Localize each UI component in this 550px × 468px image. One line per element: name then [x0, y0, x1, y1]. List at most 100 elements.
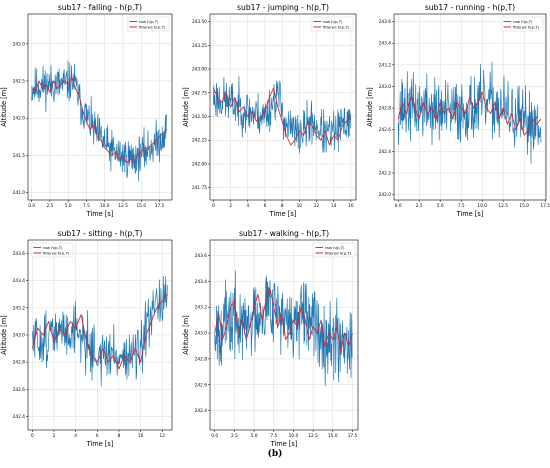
- x-tick-label: 2.5: [416, 203, 423, 209]
- x-tick-label: 4: [74, 433, 77, 439]
- legend: raw h(p,T)filtered h(p,T): [30, 242, 74, 258]
- x-tick-label: 12.5: [118, 203, 128, 209]
- chart-title: sub17 - walking - h(p,T): [239, 229, 329, 238]
- legend: raw h(p,T)filtered h(p,T): [310, 16, 354, 32]
- axes-frame: [393, 13, 547, 201]
- legend-label: raw h(p,T): [513, 19, 533, 24]
- x-tick-label: 5.0: [65, 203, 72, 209]
- x-tick-label: 10.0: [289, 433, 299, 439]
- y-tick-label: 242.6: [379, 127, 392, 133]
- y-tick-label: 242.25: [192, 138, 207, 144]
- x-tick-label: 2.5: [47, 203, 54, 209]
- x-tick-label: 8: [118, 433, 121, 439]
- y-axis-label: Altitude [m]: [0, 87, 8, 126]
- x-tick-label: 7.5: [458, 203, 465, 209]
- raw-series-line: [214, 270, 353, 387]
- chart-panel: 0.0 2.5 5.0 7.5 10.0 12.5 15.0 17.5 242.4 242.6 24…: [182, 229, 359, 448]
- x-tick-label: 12.5: [308, 433, 318, 439]
- chart-title: sub17 - falling - h(p,T): [58, 3, 142, 12]
- chart-title: sub17 - running - h(p,T): [425, 3, 515, 12]
- x-tick-label: 5.0: [437, 203, 444, 209]
- legend-label: raw h(p,T): [325, 245, 345, 250]
- y-tick-label: 242.75: [192, 90, 207, 96]
- y-tick-label: 242.50: [192, 114, 207, 120]
- chart-panel: 0.0 2.5 5.0 7.5 10.0 12.5 15.0 17.5 241.0 241.5 24…: [0, 3, 173, 218]
- x-axis-label: Time [s]: [269, 210, 297, 218]
- x-tick-label: 0.0: [28, 203, 35, 209]
- chart-panel: 0.0 2.5 5.0 7.5 10.0 12.5 15.0 17.5 242.0 242.2 24…: [366, 3, 550, 218]
- y-axis-label: Altitude [m]: [182, 315, 190, 354]
- chart-title: sub17 - jumping - h(p,T): [237, 3, 329, 12]
- figure-caption: (b): [267, 449, 283, 459]
- y-axis-label: Altitude [m]: [366, 87, 374, 126]
- filtered-series-line: [31, 76, 168, 164]
- x-tick-label: 2: [53, 433, 56, 439]
- x-tick-label: 15.0: [137, 203, 147, 209]
- raw-series-line: [397, 61, 542, 164]
- y-tick-label: 243.4: [195, 279, 208, 285]
- y-tick-label: 243.2: [195, 305, 208, 311]
- y-tick-label: 243.0: [379, 84, 392, 90]
- y-tick-label: 241.5: [13, 153, 26, 159]
- chart-panel: 0 2 4 6 8 10 12 14 16 241.75 242.00 242.25 242.50 242…: [182, 3, 357, 218]
- y-tick-label: 242.5: [13, 78, 26, 84]
- legend-label: filtered h(p,T): [43, 250, 70, 255]
- y-axis-label: Altitude [m]: [182, 87, 190, 126]
- x-tick-label: 17.5: [540, 203, 550, 209]
- x-tick-label: 8: [281, 203, 284, 209]
- x-tick-label: 15.0: [519, 203, 529, 209]
- y-tick-label: 242.0: [13, 116, 26, 122]
- y-tick-label: 243.6: [195, 253, 208, 259]
- x-tick-label: 0: [212, 203, 215, 209]
- axes-frame: [209, 239, 359, 431]
- y-tick-label: 243.0: [13, 333, 26, 339]
- chart-panel: 0 2 4 6 8 10 12 242.4 242.6 242.8 243.0 243.2 243.4 2…: [0, 229, 173, 448]
- filtered-series-line: [214, 287, 353, 353]
- y-tick-label: 242.00: [192, 161, 207, 167]
- legend-label: raw h(p,T): [323, 19, 343, 24]
- y-tick-label: 243.2: [379, 62, 392, 68]
- x-tick-label: 0.0: [395, 203, 402, 209]
- x-tick-label: 17.5: [155, 203, 165, 209]
- y-axis-label: Altitude [m]: [0, 315, 8, 354]
- y-tick-label: 242.8: [13, 360, 26, 366]
- x-tick-label: 6: [264, 203, 267, 209]
- x-tick-label: 2: [229, 203, 232, 209]
- x-tick-label: 5.0: [251, 433, 258, 439]
- y-tick-label: 243.25: [192, 43, 207, 49]
- legend-label: raw h(p,T): [43, 245, 63, 250]
- y-tick-label: 243.2: [13, 305, 26, 311]
- y-tick-label: 243.0: [195, 331, 208, 337]
- x-tick-label: 12.5: [498, 203, 508, 209]
- y-tick-label: 242.4: [13, 414, 26, 420]
- legend-label: raw h(p,T): [139, 19, 159, 24]
- x-tick-label: 10.0: [100, 203, 110, 209]
- raw-series-line: [213, 76, 352, 154]
- axes-frame: [209, 13, 357, 201]
- y-tick-label: 241.0: [13, 190, 26, 196]
- legend-label: filtered h(p,T): [513, 24, 540, 29]
- y-tick-label: 243.6: [13, 251, 26, 257]
- x-axis-label: Time [s]: [86, 210, 114, 218]
- x-tick-label: 14: [331, 203, 337, 209]
- x-tick-label: 6: [96, 433, 99, 439]
- legend: raw h(p,T)filtered h(p,T): [312, 242, 356, 258]
- x-tick-label: 0: [31, 433, 34, 439]
- legend-label: filtered h(p,T): [323, 24, 350, 29]
- x-tick-label: 0.0: [211, 433, 218, 439]
- x-tick-label: 10: [138, 433, 144, 439]
- y-tick-label: 242.0: [379, 192, 392, 198]
- y-tick-label: 243.50: [192, 19, 207, 25]
- y-tick-label: 242.6: [13, 387, 26, 393]
- x-tick-label: 15.0: [328, 433, 338, 439]
- x-tick-label: 17.5: [348, 433, 358, 439]
- y-tick-label: 243.4: [13, 278, 26, 284]
- y-tick-label: 243.4: [379, 41, 392, 47]
- legend-label: filtered h(p,T): [325, 250, 352, 255]
- legend: raw h(p,T)filtered h(p,T): [500, 16, 544, 32]
- chart-title: sub17 - sitting - h(p,T): [58, 229, 143, 238]
- y-tick-label: 243.6: [379, 19, 392, 25]
- x-axis-label: Time [s]: [270, 440, 298, 448]
- axes-frame: [27, 13, 173, 201]
